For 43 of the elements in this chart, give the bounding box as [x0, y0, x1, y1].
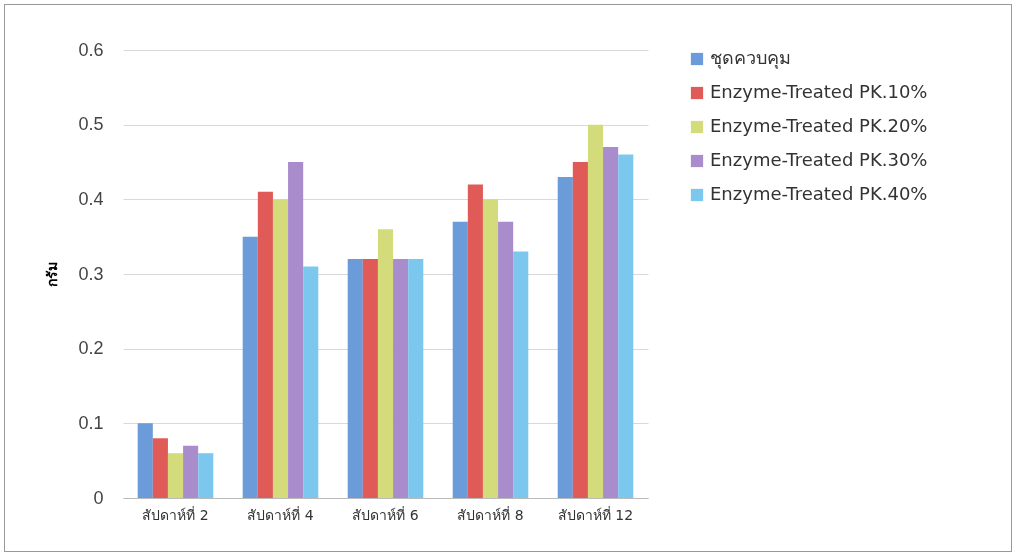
- bar: [393, 259, 409, 498]
- bar: [137, 423, 153, 498]
- x-tick-label: สัปดาห์ที่ 6: [352, 505, 419, 523]
- bar: [572, 162, 588, 498]
- bar: [408, 259, 424, 498]
- bar: [288, 162, 304, 498]
- y-tick-label: 0.3: [78, 263, 104, 284]
- x-tick-label: สัปดาห์ที่ 2: [142, 505, 209, 523]
- x-tick-label: สัปดาห์ที่ 4: [247, 505, 314, 523]
- bar: [303, 266, 319, 498]
- bar: [257, 191, 273, 498]
- bar: [618, 154, 634, 498]
- bar: [167, 453, 184, 498]
- legend-label: Enzyme-Treated PK.30%: [710, 149, 928, 170]
- legend-label: ชุดควบคุม: [710, 47, 791, 69]
- bar: [557, 176, 573, 498]
- bar: [152, 438, 168, 498]
- y-tick-label: 0: [93, 487, 104, 508]
- bar: [183, 445, 199, 498]
- x-tick-label: สัปดาห์ที่ 8: [457, 505, 524, 523]
- y-tick-label: 0.2: [78, 338, 104, 359]
- bar: [242, 236, 258, 498]
- bar: [272, 199, 289, 498]
- y-tick-label: 0.5: [78, 114, 104, 135]
- bar: [452, 221, 468, 498]
- legend-label: Enzyme-Treated PK.20%: [710, 115, 928, 136]
- y-axis-title: กรัม: [44, 262, 61, 287]
- legend-label: Enzyme-Treated PK.10%: [710, 81, 928, 102]
- x-tick-label: สัปดาห์ที่ 12: [557, 505, 634, 523]
- bar: [482, 199, 499, 498]
- bar: [467, 184, 483, 498]
- bar: [362, 259, 378, 498]
- bar: [498, 221, 514, 498]
- bar: [603, 147, 619, 498]
- bar: [587, 124, 604, 498]
- bar: [198, 453, 214, 498]
- bar: [347, 259, 363, 498]
- legend-label: Enzyme-Treated PK.40%: [710, 183, 928, 204]
- bar: [377, 229, 394, 498]
- bar: [513, 251, 529, 498]
- y-tick-label: 0.4: [78, 188, 104, 209]
- y-tick-label: 0.6: [78, 39, 104, 60]
- y-tick-label: 0.1: [78, 412, 104, 433]
